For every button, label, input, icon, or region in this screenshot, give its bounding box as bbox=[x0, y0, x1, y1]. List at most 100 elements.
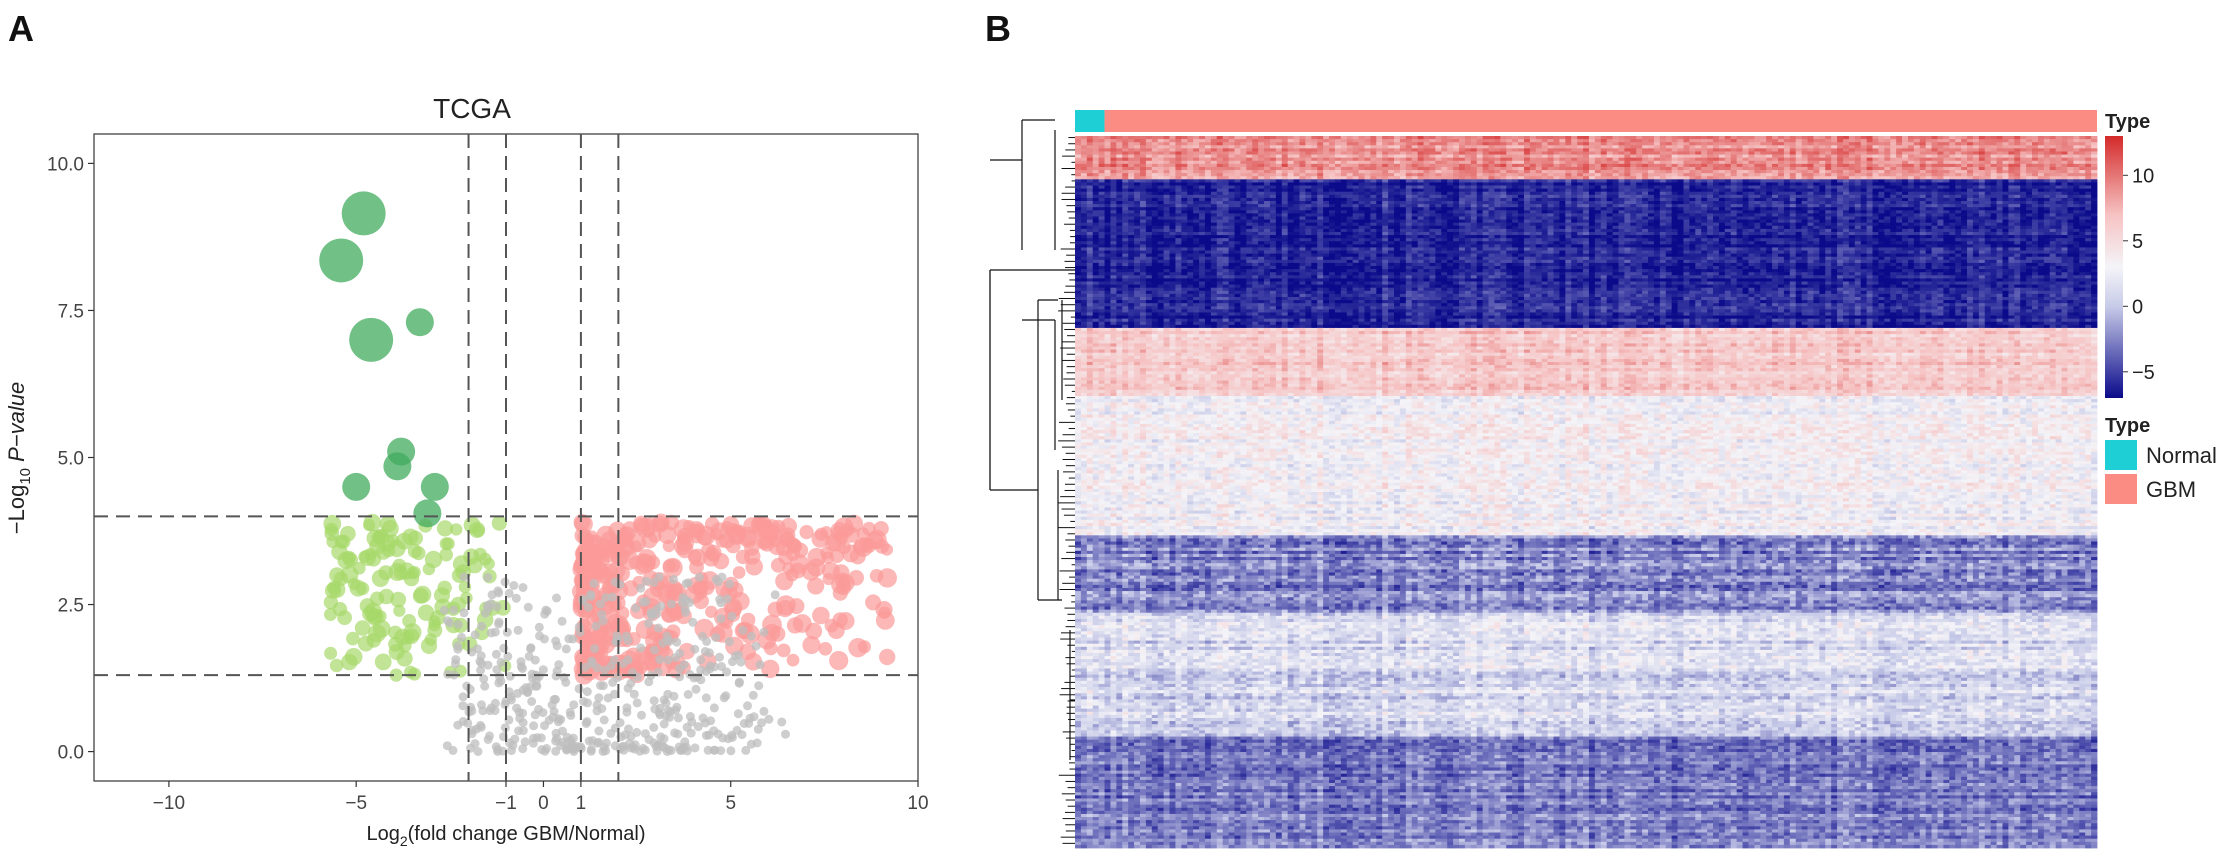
heatmap-cell bbox=[1825, 139, 1832, 143]
heatmap-cell bbox=[1606, 173, 1613, 177]
heatmap-cell bbox=[1707, 166, 1714, 171]
heatmap-cell bbox=[1488, 173, 1495, 177]
heatmap-cell bbox=[1334, 194, 1342, 199]
heatmap-cell bbox=[1984, 176, 1992, 180]
heatmap-cell bbox=[1299, 148, 1306, 152]
heatmap-cell bbox=[2079, 197, 2086, 202]
heatmap-cell bbox=[1695, 185, 1702, 190]
heatmap-cell bbox=[1707, 139, 1714, 143]
heatmap-cell bbox=[1961, 157, 1968, 162]
heatmap-cell bbox=[1293, 151, 1300, 155]
heatmap-cell bbox=[1305, 163, 1312, 168]
heatmap-cell bbox=[1523, 188, 1531, 193]
down-point bbox=[388, 563, 407, 581]
heatmap-cell bbox=[1772, 191, 1779, 196]
heatmap-cell bbox=[1529, 191, 1537, 196]
up-point bbox=[853, 537, 873, 557]
heatmap-cell bbox=[1854, 197, 1862, 202]
heatmap-cell bbox=[2055, 145, 2062, 149]
heatmap-cell bbox=[1742, 136, 1749, 140]
heatmap-cell bbox=[1181, 151, 1188, 155]
heatmap-cell bbox=[2020, 139, 2027, 143]
heatmap-cell bbox=[1299, 139, 1306, 143]
heatmap-cell bbox=[1258, 145, 1265, 149]
heatmap-cell bbox=[1978, 157, 1986, 162]
heatmap-cell bbox=[1624, 148, 1631, 152]
heatmap-cell bbox=[1098, 157, 1105, 162]
heatmap-cell bbox=[1080, 163, 1088, 168]
heatmap-cell bbox=[2091, 148, 2098, 152]
heatmap-cell bbox=[1246, 145, 1253, 149]
heatmap-cell bbox=[1978, 197, 1986, 202]
heatmap-cell bbox=[1783, 148, 1791, 152]
heatmap-cell bbox=[1317, 170, 1324, 174]
heatmap-cell bbox=[2026, 182, 2033, 186]
heatmap-cell bbox=[1264, 191, 1271, 196]
heatmap-cell bbox=[1269, 185, 1277, 190]
heatmap-cell bbox=[1884, 154, 1891, 159]
ns-point bbox=[644, 735, 654, 745]
heatmap-cell bbox=[1287, 197, 1294, 202]
heatmap-cell bbox=[1128, 145, 1135, 149]
heatmap-cell bbox=[1919, 197, 1927, 202]
heatmap-cell bbox=[1783, 160, 1791, 165]
heatmap-cell bbox=[1080, 188, 1088, 193]
heatmap-cell bbox=[1541, 157, 1548, 162]
ns-point bbox=[523, 688, 533, 698]
heatmap-cell bbox=[1169, 148, 1176, 152]
heatmap-cell bbox=[1323, 197, 1330, 202]
heatmap-cell bbox=[1405, 142, 1413, 146]
heatmap-cell bbox=[1624, 136, 1631, 140]
ns-point bbox=[580, 662, 590, 672]
heatmap-cell bbox=[1512, 197, 1519, 202]
heatmap-cell bbox=[1541, 182, 1548, 186]
heatmap-cell bbox=[1896, 139, 1903, 143]
heatmap-cell bbox=[1612, 157, 1619, 162]
heatmap-cell bbox=[1482, 182, 1489, 186]
heatmap-cell bbox=[1866, 154, 1873, 159]
heatmap-cell bbox=[1860, 160, 1868, 165]
heatmap-cell bbox=[1523, 154, 1531, 159]
heatmap-cell bbox=[1777, 197, 1785, 202]
heatmap-cell bbox=[1364, 176, 1371, 180]
heatmap-cell bbox=[2073, 139, 2080, 143]
heatmap-cell bbox=[1872, 173, 1879, 177]
heatmap-cell bbox=[1399, 154, 1407, 159]
y-tick-label: 2.5 bbox=[58, 596, 84, 617]
heatmap-cell bbox=[1364, 154, 1371, 159]
ns-point bbox=[536, 733, 546, 743]
heatmap-cell bbox=[1565, 157, 1572, 162]
heatmap-cell bbox=[2061, 142, 2068, 146]
heatmap-cell bbox=[1695, 201, 1702, 205]
heatmap-cell bbox=[1766, 194, 1773, 199]
heatmap-cell bbox=[1116, 139, 1123, 143]
heatmap-cell bbox=[1240, 191, 1247, 196]
heatmap-cell bbox=[1742, 151, 1749, 155]
heatmap-cell bbox=[1346, 157, 1354, 162]
heatmap-cell bbox=[1340, 154, 1348, 159]
heatmap-cell bbox=[1872, 154, 1879, 159]
heatmap-cell bbox=[1565, 136, 1572, 140]
heatmap-cell bbox=[1943, 194, 1950, 199]
heatmap-cell bbox=[1553, 179, 1560, 183]
heatmap-cell bbox=[1583, 201, 1590, 205]
heatmap-cell bbox=[1222, 170, 1229, 174]
heatmap-cell bbox=[1896, 182, 1903, 186]
heatmap-cell bbox=[1553, 188, 1560, 193]
heatmap-cell bbox=[1157, 145, 1165, 149]
heatmap-cell bbox=[1565, 142, 1572, 146]
heatmap-cell bbox=[1340, 188, 1348, 193]
heatmap-cell bbox=[1145, 191, 1153, 196]
heatmap-cell bbox=[1571, 185, 1578, 190]
heatmap-cell bbox=[1080, 185, 1088, 190]
heatmap-cell bbox=[1854, 173, 1862, 177]
heatmap-cell bbox=[2043, 160, 2051, 165]
heatmap-cell bbox=[1405, 179, 1413, 183]
heatmap-cell bbox=[1287, 188, 1294, 193]
heatmap-cell bbox=[1246, 154, 1253, 159]
heatmap-cell bbox=[1583, 142, 1590, 146]
heatmap-cell bbox=[1742, 157, 1749, 162]
heatmap-cell bbox=[1317, 160, 1324, 165]
heatmap-cell bbox=[1577, 148, 1584, 152]
heatmap-cell bbox=[1583, 136, 1590, 140]
